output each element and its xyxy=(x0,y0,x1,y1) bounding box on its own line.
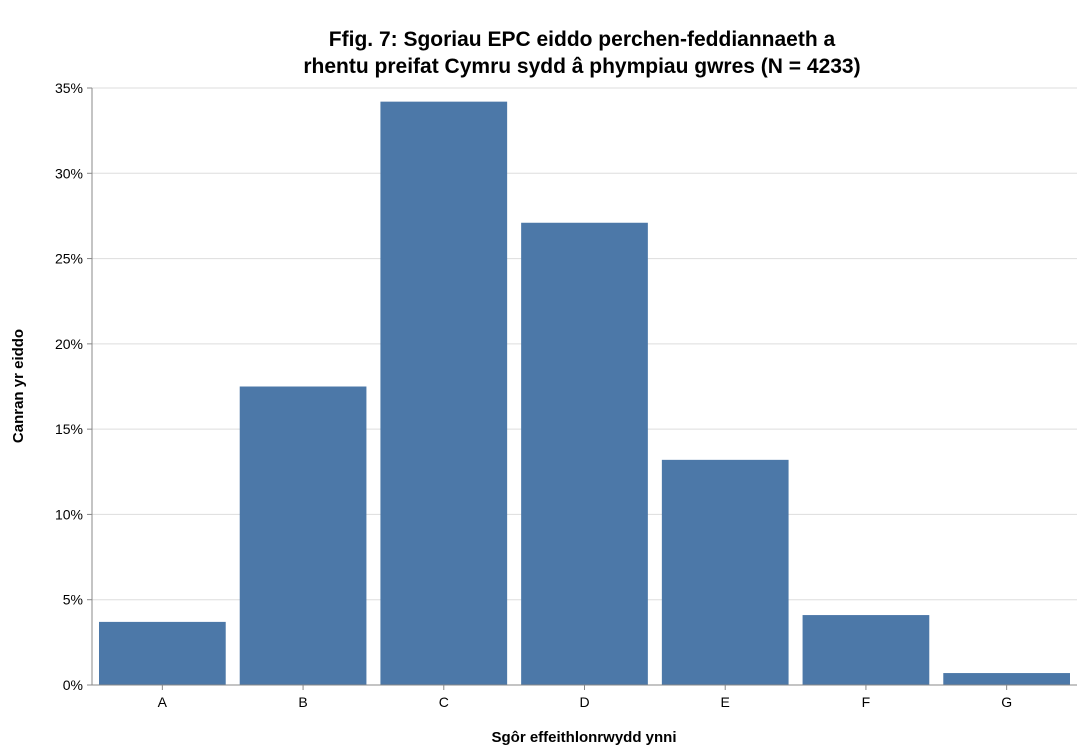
x-tick-label: G xyxy=(1001,694,1012,710)
bar-e xyxy=(661,459,789,685)
bar-f xyxy=(802,615,930,685)
x-axis-title: Sgôr effeithlonrwydd ynni xyxy=(491,729,676,746)
y-tick-label: 30% xyxy=(55,165,83,181)
y-tick-label: 10% xyxy=(55,506,83,522)
bars xyxy=(99,101,1070,686)
x-tick-label: D xyxy=(579,694,589,710)
y-tick-label: 35% xyxy=(55,80,83,96)
chart-title-line-1: Ffig. 7: Sgoriau EPC eiddo perchen-feddi… xyxy=(329,28,836,51)
y-axis-ticks: 0% 5% 10% 15% 20% 25% 30% 35% xyxy=(55,80,92,693)
x-axis-ticks: A B C D E F G xyxy=(158,685,1012,710)
bar-a xyxy=(99,621,226,685)
bar-g xyxy=(943,673,1070,685)
y-axis-title: Canran yr eiddo xyxy=(10,329,27,443)
bar-b xyxy=(239,386,367,685)
y-tick-label: 15% xyxy=(55,421,83,437)
y-tick-label: 0% xyxy=(63,677,83,693)
x-tick-label: E xyxy=(721,694,730,710)
chart-title-line-2: rhentu preifat Cymru sydd â phympiau gwr… xyxy=(303,55,860,78)
x-tick-label: B xyxy=(298,694,307,710)
y-tick-label: 5% xyxy=(63,592,83,608)
bar-c xyxy=(380,101,508,686)
x-tick-label: F xyxy=(862,694,871,710)
y-tick-label: 20% xyxy=(55,336,83,352)
bar-d xyxy=(521,222,648,685)
y-tick-label: 25% xyxy=(55,251,83,267)
x-tick-label: A xyxy=(158,694,168,710)
x-tick-label: C xyxy=(439,694,449,710)
